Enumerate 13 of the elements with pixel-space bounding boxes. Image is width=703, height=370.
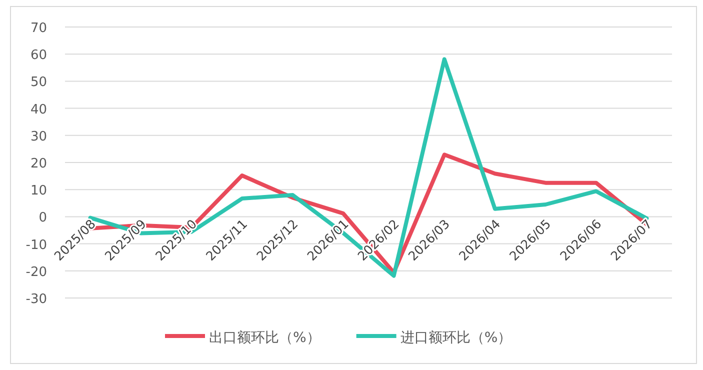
legend-label: 出口额环比（%） [209, 330, 320, 346]
y-tick-label: -10 [26, 238, 47, 253]
y-tick-label: 10 [30, 184, 47, 199]
y-tick-label: 40 [30, 102, 47, 118]
y-tick-label: 70 [30, 21, 47, 36]
y-tick-label: 50 [30, 75, 47, 90]
y-tick-label: 0 [38, 210, 47, 226]
y-tick-label: 30 [30, 129, 47, 144]
y-tick-label: -30 [26, 292, 47, 307]
y-tick-label: 60 [30, 48, 47, 64]
y-tick-label: -20 [26, 264, 47, 280]
y-tick-label: 20 [30, 156, 47, 172]
legend-label: 进口额环比（%） [400, 330, 512, 346]
